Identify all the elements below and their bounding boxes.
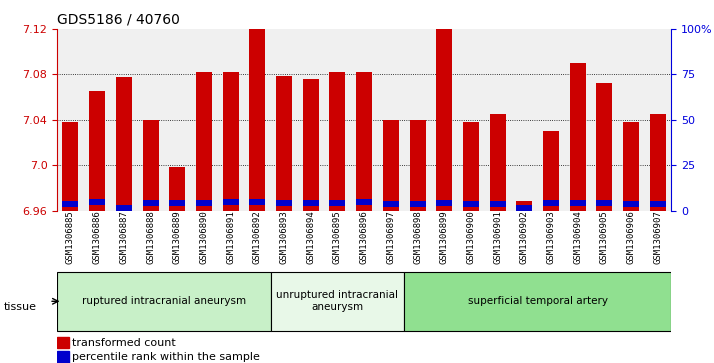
Bar [463, 122, 479, 211]
Bar [383, 201, 399, 207]
Text: unruptured intracranial
aneurysm: unruptured intracranial aneurysm [276, 290, 398, 312]
Bar [116, 205, 132, 211]
Text: GSM1306891: GSM1306891 [226, 211, 235, 264]
FancyBboxPatch shape [271, 272, 404, 331]
Bar [276, 76, 292, 211]
Text: GSM1306906: GSM1306906 [627, 211, 635, 264]
Bar [570, 200, 585, 206]
Bar [570, 63, 585, 211]
Text: GSM1306900: GSM1306900 [466, 211, 476, 264]
Bar [623, 122, 639, 211]
Bar [169, 200, 185, 206]
Bar [303, 200, 318, 206]
Bar [596, 83, 613, 211]
Text: GSM1306897: GSM1306897 [386, 211, 396, 264]
Bar [410, 201, 426, 207]
Text: GSM1306895: GSM1306895 [333, 211, 342, 264]
Bar [143, 120, 159, 211]
Bar [196, 72, 212, 211]
Bar [650, 114, 666, 211]
Bar [223, 199, 238, 205]
Bar [490, 201, 506, 207]
Text: GSM1306904: GSM1306904 [573, 211, 582, 264]
Bar [543, 131, 559, 211]
Text: GSM1306898: GSM1306898 [413, 211, 422, 264]
Bar [543, 200, 559, 206]
Bar [356, 199, 372, 205]
Bar [62, 201, 79, 207]
Text: GSM1306889: GSM1306889 [173, 211, 182, 264]
Bar [463, 201, 479, 207]
Bar [410, 120, 426, 211]
Text: GSM1306886: GSM1306886 [93, 211, 101, 264]
Bar [623, 201, 639, 207]
Bar [249, 29, 266, 211]
Text: GSM1306907: GSM1306907 [653, 211, 663, 264]
Text: superficial temporal artery: superficial temporal artery [468, 296, 608, 306]
Bar [356, 72, 372, 211]
Bar [329, 72, 346, 211]
Bar [516, 205, 533, 211]
Bar [650, 201, 666, 207]
Text: ruptured intracranial aneurysm: ruptured intracranial aneurysm [82, 296, 246, 306]
Text: percentile rank within the sample: percentile rank within the sample [73, 352, 261, 362]
Bar [196, 200, 212, 206]
Bar [516, 201, 533, 211]
Text: GSM1306893: GSM1306893 [280, 211, 288, 264]
Bar [436, 29, 452, 211]
Text: GSM1306892: GSM1306892 [253, 211, 262, 264]
Bar [249, 199, 266, 205]
Text: GSM1306901: GSM1306901 [493, 211, 502, 264]
Bar [57, 337, 69, 348]
Text: GSM1306894: GSM1306894 [306, 211, 316, 264]
Bar [490, 114, 506, 211]
Bar [223, 72, 238, 211]
Text: GSM1306888: GSM1306888 [146, 211, 155, 264]
Bar [303, 79, 318, 211]
Bar [57, 351, 69, 363]
Bar [596, 200, 613, 206]
Text: GSM1306885: GSM1306885 [66, 211, 75, 264]
FancyBboxPatch shape [57, 272, 271, 331]
Text: GSM1306902: GSM1306902 [520, 211, 529, 264]
Text: transformed count: transformed count [73, 338, 176, 348]
Text: GSM1306903: GSM1306903 [546, 211, 555, 264]
Bar [436, 200, 452, 206]
Text: GSM1306890: GSM1306890 [199, 211, 208, 264]
FancyBboxPatch shape [404, 272, 671, 331]
Bar [89, 91, 105, 211]
Bar [383, 120, 399, 211]
Text: GDS5186 / 40760: GDS5186 / 40760 [57, 12, 180, 26]
Bar [329, 200, 346, 206]
Bar [62, 122, 79, 211]
Bar [143, 200, 159, 206]
Bar [116, 77, 132, 211]
Text: GSM1306899: GSM1306899 [440, 211, 448, 264]
Text: GSM1306896: GSM1306896 [360, 211, 368, 264]
Bar [276, 200, 292, 206]
Bar [169, 167, 185, 211]
Bar [89, 199, 105, 205]
Text: tissue: tissue [4, 302, 36, 312]
Text: GSM1306887: GSM1306887 [119, 211, 129, 264]
Text: GSM1306905: GSM1306905 [600, 211, 609, 264]
